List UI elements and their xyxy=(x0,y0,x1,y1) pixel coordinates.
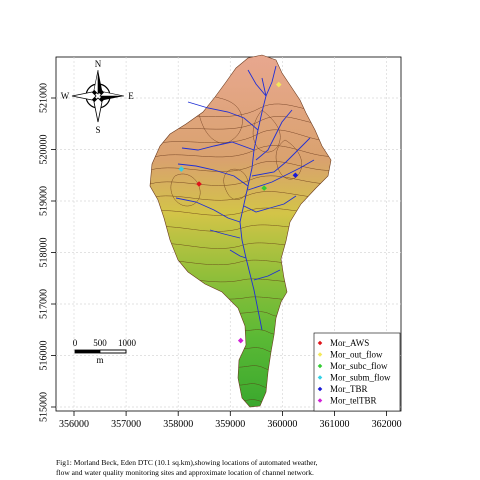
legend-label: Mor_subm_flow xyxy=(330,373,391,383)
legend-label: Mor_AWS xyxy=(330,338,369,348)
caption-line-1: Fig1: Morland Beck, Eden DTC (10.1 sq.km… xyxy=(56,458,318,467)
site-marker-mor-teltbr xyxy=(237,337,244,344)
scale-label-1000: 1000 xyxy=(118,338,137,348)
legend-swatch xyxy=(317,352,323,357)
scale-label-0: 0 xyxy=(73,338,78,348)
legend-swatch xyxy=(317,363,323,369)
x-tick-label: 361000 xyxy=(320,419,350,430)
legend-swatch xyxy=(317,398,323,403)
channel-network xyxy=(175,65,315,331)
y-tick-label: 515000 xyxy=(38,392,49,422)
caption-line-2: flow and water quality monitoring sites … xyxy=(56,468,314,477)
legend-swatch xyxy=(317,340,323,346)
x-tick-label: 358000 xyxy=(163,419,193,430)
site-marker-mor-out-flow xyxy=(275,81,282,88)
legend-swatch xyxy=(317,386,323,392)
site-marker-mor-aws xyxy=(196,181,202,187)
y-tick-label: 520000 xyxy=(38,135,49,165)
legend-label: Mor_out_flow xyxy=(330,350,383,360)
y-axis: 515000 516000 517000 518000 519000 520000 5210… xyxy=(38,83,56,422)
site-marker-mor-subm-flow xyxy=(178,166,185,172)
y-tick-label: 517000 xyxy=(38,289,49,319)
legend-label: Mor_subc_flow xyxy=(330,361,388,371)
scale-bar: 0 500 1000 m xyxy=(73,338,137,365)
figure-caption: Fig1: Morland Beck, Eden DTC (10.1 sq.km… xyxy=(56,458,456,478)
site-marker-mor-tbr xyxy=(292,172,299,179)
x-tick-label: 362000 xyxy=(372,419,402,430)
x-axis: 356000 357000 358000 359000 360000 361000 3620… xyxy=(59,411,402,430)
y-tick-label: 519000 xyxy=(38,186,49,216)
y-tick-label: 518000 xyxy=(38,238,49,268)
site-markers xyxy=(178,81,299,344)
x-tick-label: 360000 xyxy=(267,419,297,430)
scale-label-500: 500 xyxy=(93,338,107,348)
compass-north-label: N xyxy=(95,59,102,69)
x-tick-label: 357000 xyxy=(111,419,141,430)
scale-unit-label: m xyxy=(96,355,103,365)
catchment-boundary xyxy=(149,54,332,408)
site-marker-mor-subc-flow xyxy=(261,185,267,191)
y-tick-label: 521000 xyxy=(38,83,49,113)
legend-label: Mor_TBR xyxy=(330,384,368,394)
y-tick-label: 516000 xyxy=(38,341,49,371)
x-tick-label: 356000 xyxy=(59,419,89,430)
compass-west-label: W xyxy=(61,91,70,101)
x-tick-label: 359000 xyxy=(215,419,245,430)
compass-rose: N S E W xyxy=(61,59,135,135)
legend-label: Mor_telTBR xyxy=(330,396,377,406)
main-channel xyxy=(239,77,267,331)
legend-swatch xyxy=(317,375,323,380)
compass-east-label: E xyxy=(128,91,134,101)
compass-south-label: S xyxy=(95,125,100,135)
